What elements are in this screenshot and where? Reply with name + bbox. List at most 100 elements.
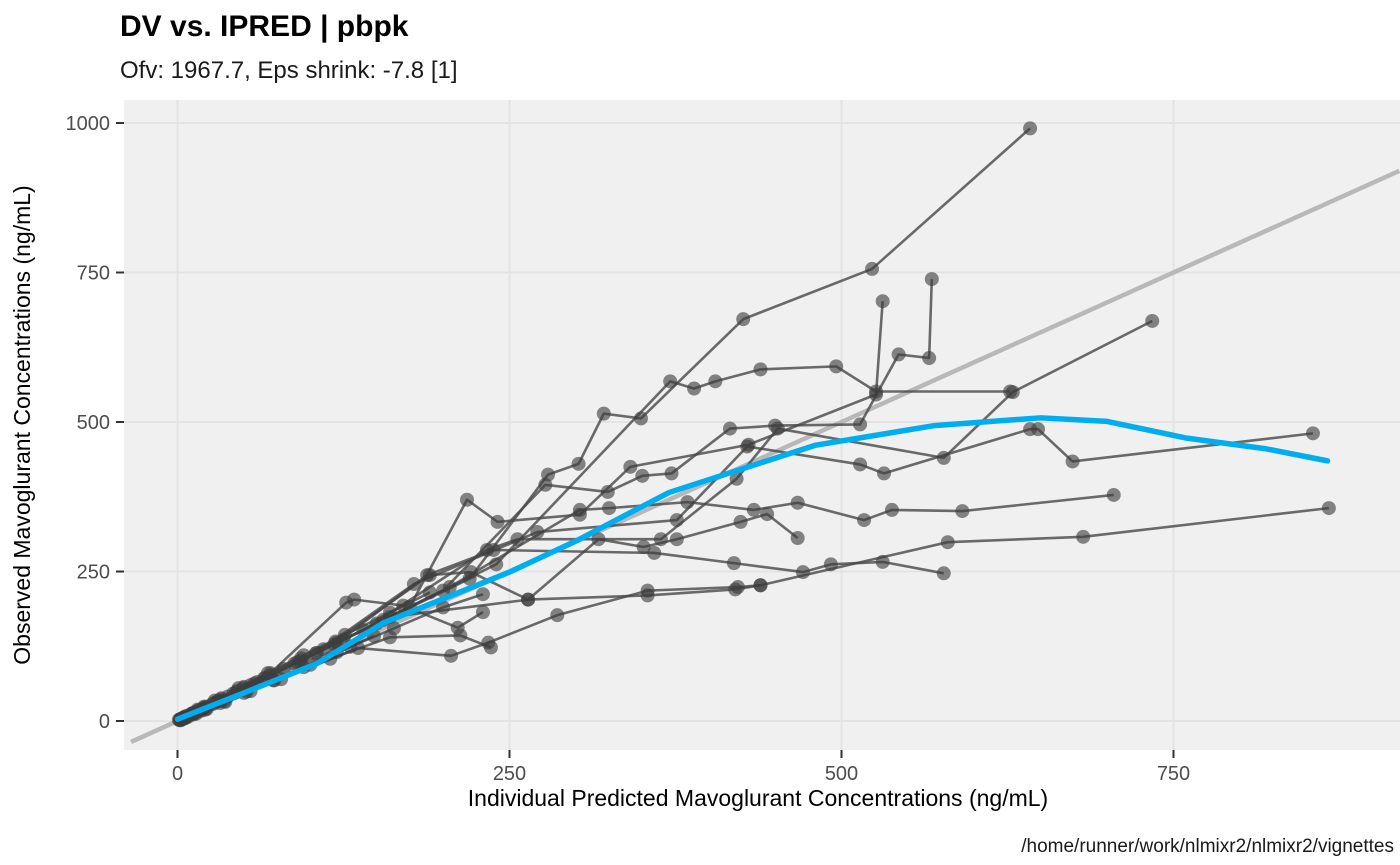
- data-point: [875, 554, 890, 569]
- data-point: [489, 557, 504, 572]
- data-point: [875, 294, 890, 309]
- data-point: [396, 598, 411, 613]
- x-tick-label: 500: [825, 763, 858, 785]
- data-point: [460, 492, 475, 507]
- data-point: [442, 580, 457, 595]
- data-point: [444, 648, 459, 663]
- data-point: [733, 514, 748, 529]
- data-point: [663, 374, 678, 389]
- data-point: [436, 600, 451, 615]
- data-point: [790, 495, 805, 510]
- data-point: [708, 374, 723, 389]
- x-tick-label: 250: [493, 763, 526, 785]
- data-point: [823, 557, 838, 572]
- data-point: [669, 513, 684, 528]
- data-point: [876, 466, 891, 481]
- data-point: [636, 539, 651, 554]
- data-point: [936, 566, 951, 581]
- data-point: [1065, 454, 1080, 469]
- data-point: [922, 351, 937, 366]
- data-point: [475, 587, 490, 602]
- data-point: [853, 417, 868, 432]
- data-point: [955, 504, 970, 519]
- data-point: [669, 532, 684, 547]
- data-point: [463, 565, 478, 580]
- data-point: [591, 532, 606, 547]
- data-point: [795, 565, 810, 580]
- data-point: [647, 545, 662, 560]
- data-point: [386, 621, 401, 636]
- x-tick-label: 0: [172, 763, 183, 785]
- data-point: [760, 507, 775, 522]
- loess-curve: [174, 415, 1331, 722]
- data-point: [853, 457, 868, 472]
- data-point: [260, 666, 275, 681]
- data-point: [1321, 501, 1336, 516]
- data-point: [510, 532, 525, 547]
- data-point: [600, 484, 615, 499]
- data-point: [884, 502, 899, 517]
- data-point: [1305, 426, 1320, 441]
- data-point: [753, 362, 768, 377]
- data-point: [687, 381, 702, 396]
- y-tick-label: 250: [77, 562, 110, 584]
- data-point: [790, 531, 805, 546]
- y-tick-label: 1000: [66, 113, 111, 135]
- y-axis-title: Observed Mavoglurant Concentrations (ng/…: [9, 185, 35, 664]
- data-point: [490, 514, 505, 529]
- data-point: [635, 468, 650, 483]
- y-tick-label: 750: [77, 263, 110, 285]
- data-point: [550, 608, 565, 623]
- data-point: [664, 466, 679, 481]
- data-point: [572, 502, 587, 517]
- data-point: [521, 592, 536, 607]
- data-point: [602, 501, 617, 516]
- data-point: [453, 628, 468, 643]
- plot-subtitle: Ofv: 1967.7, Eps shrink: -7.8 [1]: [120, 57, 458, 84]
- y-tick-label: 500: [77, 412, 110, 434]
- data-point: [337, 627, 352, 642]
- plot-title: DV vs. IPRED | pbpk: [120, 10, 409, 43]
- data-point: [640, 583, 655, 598]
- data-point: [538, 477, 553, 492]
- data-point: [1003, 384, 1018, 399]
- data-point: [1023, 121, 1038, 136]
- plot-caption: /home/runner/work/nlmixr2/nlmixr2/vignet…: [1021, 836, 1394, 857]
- data-point: [865, 261, 880, 276]
- data-point: [740, 439, 755, 454]
- data-point: [406, 577, 421, 592]
- data-point: [1106, 487, 1121, 502]
- x-axis-title: Individual Predicted Mavoglurant Concent…: [468, 785, 1048, 811]
- data-point: [475, 605, 490, 620]
- data-point: [422, 585, 437, 600]
- x-tick-label: 750: [1157, 763, 1190, 785]
- data-point: [623, 459, 638, 474]
- data-point: [596, 406, 611, 421]
- data-point: [736, 312, 751, 327]
- data-point: [746, 502, 761, 517]
- data-point: [722, 421, 737, 436]
- data-layer: [130, 121, 1400, 744]
- axis-layer: 0 250 500 750 0 250 500 750 1000: [66, 113, 1191, 785]
- data-point: [753, 578, 768, 593]
- data-point: [1031, 422, 1046, 437]
- data-point: [770, 421, 785, 436]
- data-point: [829, 359, 844, 374]
- data-point: [633, 411, 648, 426]
- data-point: [730, 580, 745, 595]
- data-point: [486, 542, 501, 557]
- data-point: [1145, 313, 1160, 328]
- data-point: [869, 384, 884, 399]
- data-point: [653, 532, 668, 547]
- data-point: [296, 648, 311, 663]
- data-point: [857, 513, 872, 528]
- data-point: [483, 640, 498, 655]
- data-point: [422, 568, 437, 583]
- data-point: [936, 450, 951, 465]
- data-point: [571, 456, 586, 471]
- data-point: [729, 471, 744, 486]
- data-point: [1076, 529, 1091, 544]
- data-point: [924, 272, 939, 287]
